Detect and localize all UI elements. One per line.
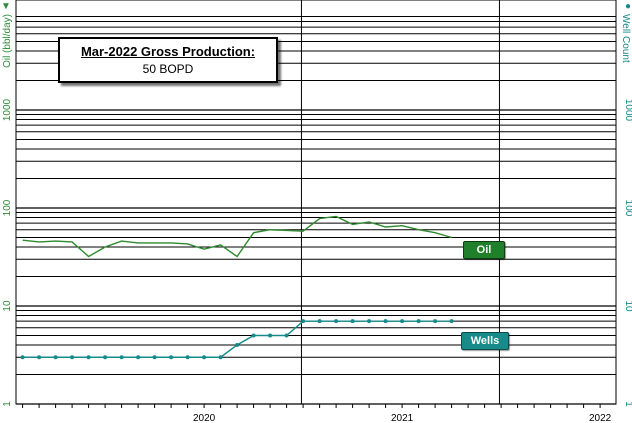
wells-point [169,355,174,360]
wells-point [433,319,438,324]
y-right-tick-label: 1000 [623,99,632,122]
wells-point [202,355,207,360]
y-right-tick-label: 100 [623,200,632,217]
y-left-axis-title: Oil (bbl/day) [2,14,13,68]
wells-series-label[interactable]: Wells [461,332,509,350]
y-left-tick-label: 100 [2,199,13,216]
wells-point [185,355,190,360]
production-info-box: Mar-2022 Gross Production: 50 BOPD [58,37,278,83]
wells-point [400,319,405,324]
y-right-axis-title: Well Count [620,14,631,63]
wells-point [136,355,141,360]
y-left-tick-label: 1 [2,401,13,407]
wells-line [22,320,452,358]
info-box-title: Mar-2022 Gross Production: [80,44,256,59]
left-axis-marker-icon[interactable]: ▼ [1,1,11,12]
x-tick-label: 2022 [589,413,612,423]
y-right-tick-label: 1 [623,401,632,407]
y-right-tick-label: 10 [623,300,632,312]
x-tick-label: 2020 [193,413,216,423]
oil-series-label[interactable]: Oil [463,241,505,259]
info-box-value: 50 BOPD [142,62,194,76]
wells-point [119,355,124,360]
wells-point [334,319,339,324]
wells-point [53,355,58,360]
wells-point [218,355,223,360]
wells-point [37,355,42,360]
wells-point [268,333,273,338]
wells-point [20,355,25,360]
wells-point [301,319,306,324]
y-left-tick-label: 1000 [2,98,13,121]
x-tick-label: 2021 [391,413,414,423]
oil-line [22,215,452,258]
wells-point [86,355,91,360]
wells-point [284,333,289,338]
wells-point [103,355,108,360]
tick-layer: 1 1 10 10 100 100 1000 1000 2020 2021 2022 [2,98,632,423]
wells-point [383,319,388,324]
wells-point [367,319,372,324]
wells-point [152,355,157,360]
wells-point [235,342,240,347]
wells-point [416,319,421,324]
wells-point [70,355,75,360]
wells-point [350,319,355,324]
y-left-tick-label: 10 [2,300,13,312]
series-layer [20,215,454,360]
wells-point [449,319,454,324]
wells-point [251,333,256,338]
wells-point [317,319,322,324]
right-axis-marker-icon[interactable]: ● [624,1,631,12]
